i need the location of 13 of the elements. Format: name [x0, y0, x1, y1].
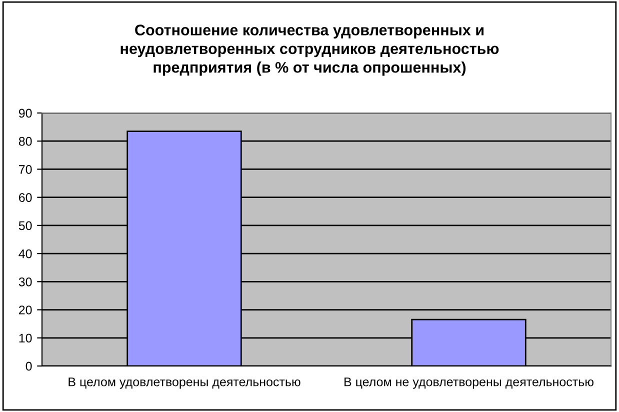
- x-tick-label: В целом удовлетворены деятельностью: [68, 378, 300, 389]
- chart-title: Соотношение количества удовлетворенных и неудовлетворенных сотрудников деятельностью предприятия (в % от числа опрошенных): [120, 24, 499, 76]
- y-tick-label: 40: [18, 249, 32, 258]
- y-tick-label: 80: [18, 136, 32, 146]
- y-tick-label: 10: [19, 334, 32, 343]
- y-tick-label: 50: [18, 221, 32, 230]
- y-tick-label: 60: [19, 193, 32, 202]
- y-tick-label: 20: [19, 306, 32, 314]
- y-tick-label: 90: [18, 108, 32, 118]
- y-tick-label: 0: [26, 362, 32, 371]
- y-tick-label: 30: [18, 277, 32, 286]
- y-tick-label: 70: [19, 165, 32, 174]
- x-tick-label: В целом не удовлетворены деятельностью: [344, 378, 594, 389]
